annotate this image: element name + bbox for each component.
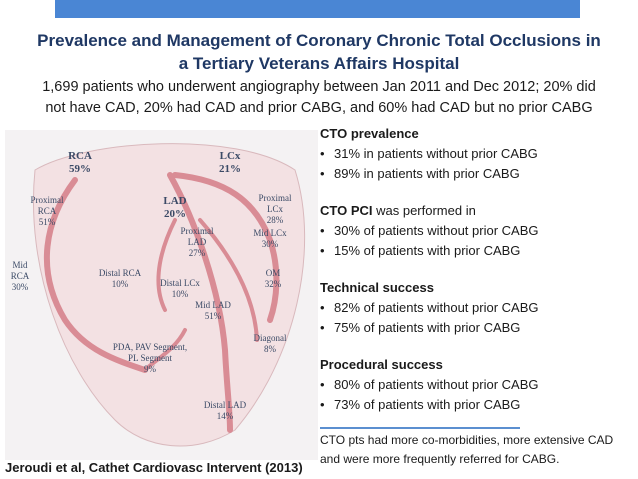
- bullet-text: 89% in patients with prior CABG: [334, 166, 520, 181]
- bullet: • 75% of patients with prior CABG: [320, 320, 520, 335]
- bullet-dot: •: [320, 377, 325, 392]
- bullet: • 80% of patients without prior CABG: [320, 377, 539, 392]
- rca: [43, 177, 148, 373]
- subtitle-line: 1,699 patients who underwent angiography…: [42, 79, 596, 95]
- artery-name: Proximal LCx: [258, 193, 292, 214]
- artery-label: PDA, PAV Segment, PL Segment 9%: [110, 342, 190, 375]
- bullet: • 82% of patients without prior CABG: [320, 300, 539, 315]
- artery-label: Proximal RCA 51%: [22, 195, 72, 228]
- section-heading: CTO prevalence: [320, 126, 419, 141]
- note-line: CTO pts had more co-morbidities, more ex…: [320, 433, 614, 447]
- pda: [143, 328, 187, 372]
- artery-value: 14%: [216, 411, 234, 421]
- artery-value: 9%: [144, 364, 156, 374]
- bullet-dot: •: [320, 243, 325, 258]
- bullet-dot: •: [320, 320, 325, 335]
- artery-value: 10%: [171, 289, 189, 299]
- bullet: • 31% in patients without prior CABG: [320, 146, 538, 161]
- artery-value: 59%: [69, 163, 91, 175]
- heading-bold: Technical success: [320, 280, 434, 295]
- artery-label: Distal RCA 10%: [95, 268, 145, 290]
- heart-diagram: [5, 130, 318, 460]
- bullet: • 15% of patients with prior CABG: [320, 243, 520, 258]
- heading-bold: CTO prevalence: [320, 126, 419, 141]
- heading-bold: CTO PCI: [320, 203, 373, 218]
- artery-value: 51%: [204, 311, 222, 321]
- lcx: [172, 172, 280, 323]
- artery-label: RCA 59%: [65, 150, 95, 176]
- bullet-text: 30% of patients without prior CABG: [334, 223, 539, 238]
- artery-name: Mid LCx: [253, 228, 287, 238]
- artery-label: Proximal LCx 28%: [250, 193, 300, 226]
- bullet-dot: •: [320, 146, 325, 161]
- bullet-dot: •: [320, 300, 325, 315]
- artery-label: Mid LCx 30%: [250, 228, 290, 250]
- artery-value: 10%: [111, 279, 129, 289]
- artery-value: 30%: [261, 239, 279, 249]
- section-heading: CTO PCI was performed in: [320, 203, 476, 218]
- artery-label: Distal LAD 14%: [200, 400, 250, 422]
- artery-value: 27%: [188, 248, 206, 258]
- artery-name: Distal LCx: [160, 278, 200, 288]
- section-heading: Procedural success: [320, 357, 443, 372]
- bullet-text: 75% of patients with prior CABG: [334, 320, 521, 335]
- artery-value: 21%: [219, 163, 241, 175]
- subtitle-line: not have CAD, 20% had CAD and prior CABG…: [45, 100, 593, 116]
- vessels: [43, 172, 280, 433]
- bullet-text: 73% of patients with prior CABG: [334, 397, 521, 412]
- artery-value: 32%: [264, 279, 282, 289]
- artery-value: 30%: [11, 282, 29, 292]
- lad: [167, 172, 233, 433]
- artery-label: LCx 21%: [215, 150, 245, 176]
- bullet-text: 15% of patients with prior CABG: [334, 243, 521, 258]
- bullet: • 73% of patients with prior CABG: [320, 397, 520, 412]
- section-heading: Technical success: [320, 280, 434, 295]
- artery-name: Distal LAD: [203, 400, 247, 410]
- artery-label: OM 32%: [258, 268, 288, 290]
- citation: Jeroudi et al, Cathet Cardiovasc Interve…: [5, 460, 303, 475]
- artery-name: OM: [265, 268, 281, 278]
- artery-name: LAD: [163, 195, 187, 207]
- artery-label: Mid RCA 30%: [5, 260, 35, 293]
- bullet-text: 31% in patients without prior CABG: [334, 146, 538, 161]
- artery-name: Mid RCA: [10, 260, 30, 281]
- artery-label: Proximal LAD 27%: [172, 226, 222, 259]
- title-line: Prevalence and Management of Coronary Ch…: [37, 31, 601, 50]
- artery-label: Mid LAD 51%: [188, 300, 238, 322]
- title-line: a Tertiary Veterans Affairs Hospital: [178, 54, 460, 73]
- bullet-dot: •: [320, 223, 325, 238]
- artery-name: RCA: [68, 150, 92, 162]
- heart-outline: [32, 143, 306, 447]
- artery-label: Distal LCx 10%: [155, 278, 205, 300]
- bullet-dot: •: [320, 397, 325, 412]
- bullet-dot: •: [320, 166, 325, 181]
- distal-lcx: [156, 218, 177, 312]
- bullet-text: 82% of patients without prior CABG: [334, 300, 539, 315]
- artery-value: 28%: [266, 215, 284, 225]
- artery-value: 8%: [264, 344, 276, 354]
- artery-name: Proximal RCA: [30, 195, 64, 216]
- artery-name: PDA, PAV Segment, PL Segment: [112, 342, 188, 363]
- note-line: and were more frequently referred for CA…: [320, 452, 560, 466]
- artery-name: Proximal LAD: [180, 226, 214, 247]
- bullet: • 89% in patients with prior CABG: [320, 166, 520, 181]
- heading-rest: was performed in: [372, 203, 476, 218]
- artery-label: Diagonal 8%: [250, 333, 290, 355]
- artery-name: Diagonal: [253, 333, 287, 343]
- diagonal: [198, 218, 259, 342]
- artery-value: 20%: [164, 208, 186, 220]
- top-bar: [55, 0, 580, 18]
- artery-name: LCx: [219, 150, 241, 162]
- artery-name: Mid LAD: [195, 300, 231, 310]
- artery-name: Distal RCA: [98, 268, 142, 278]
- artery-value: 51%: [38, 217, 56, 227]
- artery-label: LAD 20%: [160, 195, 190, 221]
- bullet: • 30% of patients without prior CABG: [320, 223, 539, 238]
- bullet-text: 80% of patients without prior CABG: [334, 377, 539, 392]
- heading-bold: Procedural success: [320, 357, 443, 372]
- divider: [320, 427, 520, 429]
